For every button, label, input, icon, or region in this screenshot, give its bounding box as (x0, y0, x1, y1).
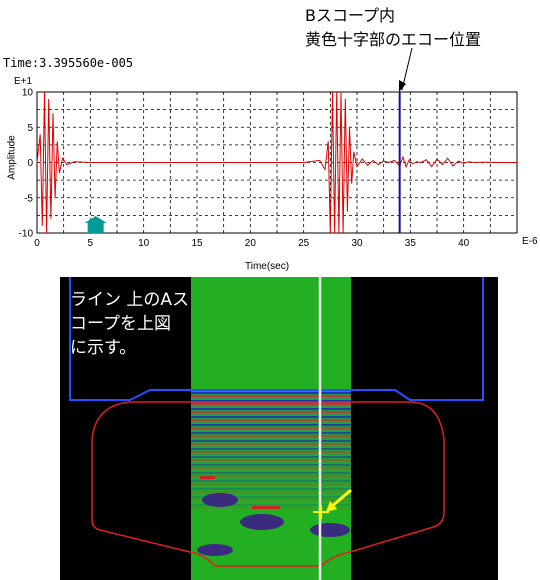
x-tick-label: 30 (351, 238, 363, 249)
y-tick-label: -5 (24, 193, 33, 204)
annotation-arrowhead (399, 80, 406, 92)
x-tick-label: 10 (138, 238, 150, 249)
x-exponent-label: E-6 (522, 236, 538, 247)
x-tick-labels: 0 5 10 15 20 25 30 35 40 (34, 238, 469, 249)
annotation-line1: Bスコープ内 (305, 6, 396, 25)
x-tick-label: 40 (458, 238, 470, 249)
echo-blob (202, 493, 238, 507)
echo-fade (191, 390, 351, 510)
x-tick-label: 25 (298, 238, 310, 249)
yellow-pointer-arrowhead (326, 501, 337, 512)
x-tick-label: 20 (245, 238, 257, 249)
position-marker-icon[interactable] (84, 216, 107, 233)
x-tick-label: 0 (34, 238, 40, 249)
flaw-mark (252, 506, 280, 509)
y-exponent-label: E+1 (14, 76, 33, 87)
bscope-caption-line3: に示す。 (70, 338, 137, 358)
x-axis-label: Time(sec) (245, 261, 290, 272)
bscope-caption-line2: コープを上図 (70, 314, 171, 334)
y-tick-label: -10 (19, 229, 34, 240)
annotation-callout: Bスコープ内 黄色十字部のエコー位置 (305, 4, 481, 52)
x-tick-label: 15 (191, 238, 203, 249)
echo-blob (310, 523, 350, 537)
bscope-caption: ライン 上のAス コープを上図 に示す。 (70, 288, 189, 360)
flaw-mark (200, 476, 215, 479)
echo-blob (197, 544, 233, 556)
x-tick-label: 5 (88, 238, 94, 249)
y-tick-labels: 10 5 0 -5 -10 (19, 88, 34, 240)
y-tick-label: 0 (27, 158, 33, 169)
ascope-chart[interactable]: 10 5 0 -5 -10 0 5 10 15 20 25 30 35 40 (0, 0, 540, 275)
y-tick-label: 5 (27, 123, 33, 134)
amplitude-trace (36, 91, 517, 234)
annotation-line2: 黄色十字部のエコー位置 (305, 30, 482, 49)
probe-outline (69, 277, 484, 401)
echo-blob (240, 514, 284, 530)
y-tick-label: 10 (22, 88, 34, 99)
time-readout: Time:3.395560e-005 (3, 56, 134, 70)
bscope-caption-line1: ライン 上のAス (70, 290, 190, 310)
x-tick-label: 35 (405, 238, 417, 249)
specimen-outline (91, 401, 445, 567)
yellow-pointer-line (330, 488, 352, 509)
